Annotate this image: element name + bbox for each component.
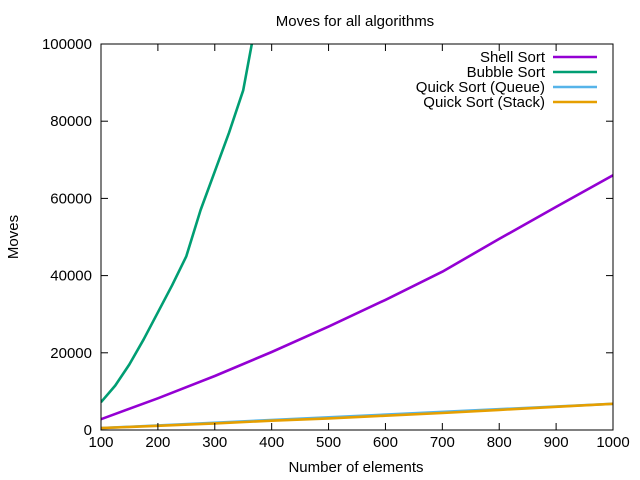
legend-label: Quick Sort (Queue) [416, 79, 545, 96]
x-tick-label: 400 [259, 434, 284, 451]
y-tick-label: 100000 [42, 36, 92, 53]
plot-area: 100 200 300 400 500 600 700 800 900 1000 0 20000 400… [42, 36, 630, 451]
x-tick-label: 900 [544, 434, 569, 451]
plot-border [100, 43, 614, 431]
legend-label: Bubble Sort [467, 64, 546, 81]
x-tick-label: 300 [202, 434, 227, 451]
series-line-shell-sort [101, 174, 613, 421]
x-tick-label: 100 [88, 434, 113, 451]
legend-label: Shell Sort [480, 49, 546, 66]
series-line-quick-sort-stack [101, 402, 613, 430]
y-tick-label: 40000 [50, 268, 92, 285]
x-tick-label: 700 [430, 434, 455, 451]
x-axis-label: Number of elements [288, 459, 423, 476]
x-tick-label: 600 [373, 434, 398, 451]
x-tick-label: 800 [487, 434, 512, 451]
x-tick-label: 200 [145, 434, 170, 451]
chart-title: Moves for all algorithms [276, 13, 434, 30]
x-tick-label: 1000 [596, 434, 629, 451]
y-tick-label: 80000 [50, 113, 92, 130]
y-tick-label: 0 [84, 422, 92, 439]
legend-label: Quick Sort (Stack) [423, 94, 545, 111]
y-tick-label: 20000 [50, 345, 92, 362]
y-tick-label: 60000 [50, 190, 92, 207]
y-axis-label: Moves [5, 215, 22, 259]
series-line-bubble-sort [101, 44, 254, 404]
x-tick-label: 500 [316, 434, 341, 451]
